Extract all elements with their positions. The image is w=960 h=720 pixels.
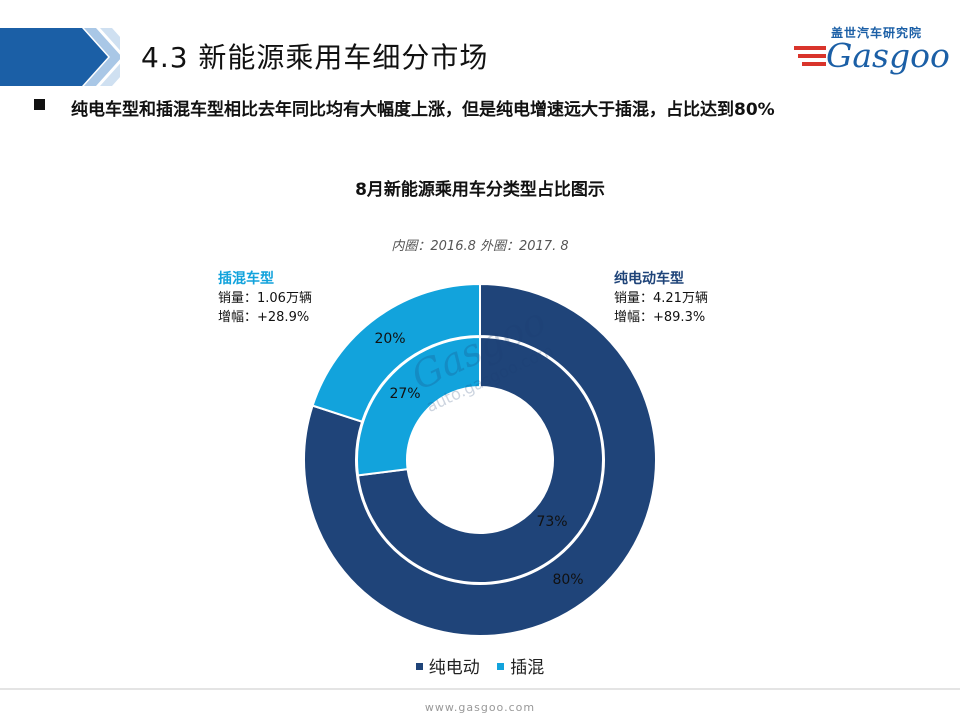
footer-divider (0, 688, 960, 690)
legend-swatch-bev (415, 662, 423, 670)
legend-label-bev: 纯电动 (428, 658, 480, 678)
annotation-phev-sales: 销量：1.06万辆 (218, 291, 312, 306)
logo-en-text: Gasgoo (826, 36, 950, 75)
logo-speed-lines-icon (794, 46, 826, 66)
annotation-bev: 纯电动车型 销量：4.21万辆 增幅：+89.3% (614, 270, 708, 327)
legend-item-phev: 插混 (497, 653, 544, 678)
chart-title: 8月新能源乘用车分类型占比图示 (355, 180, 605, 200)
donut-slice-outer-phev (311, 282, 481, 423)
annotation-phev-growth: 增幅：+28.9% (218, 310, 310, 325)
donut-slice-inner-bev (356, 335, 604, 584)
gasgoo-logo: 盖世汽车研究院 Gasgoo (790, 22, 950, 80)
chart-legend: 纯电动 插混 (0, 653, 960, 678)
donut-slice-inner-phev (356, 335, 481, 477)
annotation-phev: 插混车型 销量：1.06万辆 增幅：+28.9% (218, 270, 312, 327)
annotation-phev-title: 插混车型 (218, 271, 274, 287)
annotation-bev-sales: 销量：4.21万辆 (614, 291, 708, 306)
annotation-bev-title: 纯电动车型 (614, 271, 684, 287)
legend-label-phev: 插混 (510, 658, 545, 678)
footer-url: www.gasgoo.com (424, 701, 536, 714)
bullet-square-icon (34, 99, 45, 110)
donut-label-inner-bev: 73% (536, 514, 567, 530)
bullet-text: 纯电车型和插混车型相比去年同比均有大幅度上涨，但是纯电增速远大于插混，占比达到8… (71, 100, 775, 120)
donut-label-outer-phev: 20% (374, 331, 405, 347)
donut-label-inner-phev: 27% (389, 386, 420, 402)
legend-swatch-phev (497, 662, 505, 670)
chart-subtitle: 内圈：2016.8 外圈：2017. 8 (391, 239, 569, 254)
logo-cn-text: 盖世汽车研究院 (831, 26, 923, 40)
donut-label-outer-bev: 80% (552, 572, 583, 588)
donut-slice-outer-bev (303, 282, 657, 637)
legend-item-bev: 纯电动 (415, 653, 480, 678)
annotation-bev-growth: 增幅：+89.3% (614, 310, 706, 325)
section-title: 4.3 新能源乘用车细分市场 (141, 41, 489, 74)
